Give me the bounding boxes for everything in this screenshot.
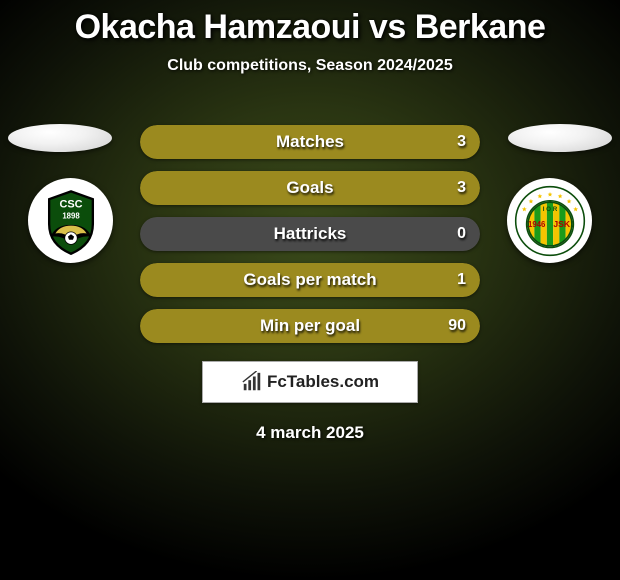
stat-row: Min per goal90 [140,309,480,343]
svg-text:CSC: CSC [59,198,82,210]
stat-row: Matches3 [140,125,480,159]
stat-fill-right [140,309,480,343]
svg-text:I O R: I O R [542,205,557,212]
stat-value-right: 3 [457,125,466,159]
page-subtitle: Club competitions, Season 2024/2025 [0,57,620,75]
club-crest-left-icon: CSC 1898 [32,182,110,260]
footer-date: 4 march 2025 [0,423,620,443]
stat-fill-right [140,125,480,159]
stat-value-right: 90 [448,309,466,343]
bar-chart-icon [241,371,263,393]
page-title: Okacha Hamzaoui vs Berkane [0,0,620,47]
stat-row: Goals3 [140,171,480,205]
brand-text: FcTables.com [267,372,379,392]
stat-value-right: 0 [457,217,466,251]
brand-box[interactable]: FcTables.com [202,361,418,403]
side-ellipse-right [508,124,612,152]
svg-text:1898: 1898 [62,211,80,220]
svg-text:JSK: JSK [553,219,570,229]
stat-value-right: 3 [457,171,466,205]
stat-value-right: 1 [457,263,466,297]
stats-container: Matches3 Goals3 Hattricks0 Goals per match1… [140,125,480,343]
stat-row: Hattricks0 [140,217,480,251]
stat-fill-right [140,171,480,205]
club-badge-left: CSC 1898 [28,178,113,263]
svg-text:1946: 1946 [528,220,546,229]
club-badge-right: I O R 1946 JSK [507,178,592,263]
side-ellipse-left [8,124,112,152]
stat-bg [140,217,480,251]
stat-row: Goals per match1 [140,263,480,297]
stat-fill-right [140,263,480,297]
club-crest-right-icon: I O R 1946 JSK [511,182,589,260]
